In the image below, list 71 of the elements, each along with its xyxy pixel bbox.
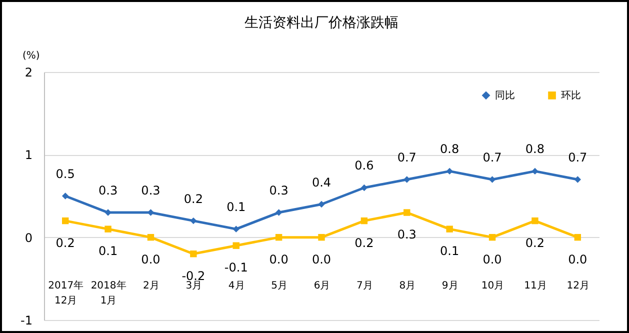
data-label: 0.7 (568, 150, 588, 164)
point (318, 200, 325, 208)
point (574, 234, 582, 241)
data-label: 0.2 (56, 236, 75, 250)
x-tick-label: 9月 (442, 280, 458, 292)
point (446, 168, 453, 175)
point (232, 226, 240, 232)
point (404, 176, 410, 183)
data-label: 0.3 (397, 228, 416, 242)
data-label: 0.0 (482, 252, 502, 266)
point (532, 168, 538, 175)
data-label: 0.7 (397, 150, 416, 164)
point (62, 192, 69, 200)
point (318, 234, 325, 241)
x-tick-label: 2月 (143, 280, 160, 292)
legend-label: 同比 (495, 89, 515, 102)
point (488, 176, 496, 183)
point (360, 184, 368, 192)
point (104, 209, 112, 216)
point (190, 250, 197, 258)
data-label: 0.0 (269, 252, 288, 266)
point (62, 217, 69, 224)
data-label: 0.2 (184, 192, 203, 206)
data-label: 0.3 (269, 184, 288, 198)
point (275, 234, 282, 241)
point (360, 217, 368, 224)
data-label: 0.4 (312, 175, 332, 190)
y-tick-label: -1 (20, 314, 32, 328)
data-label: 0.2 (525, 236, 545, 250)
point (232, 242, 240, 249)
point (275, 209, 282, 216)
data-label: 0.8 (525, 142, 545, 156)
x-tick-label: 2017年 12月 (48, 280, 84, 306)
x-tick-label: 11月 (524, 280, 547, 292)
data-label: -0.1 (224, 260, 248, 275)
legend-label: 环比 (561, 89, 581, 102)
point (190, 217, 197, 224)
data-label: 0.5 (56, 167, 75, 181)
data-label: 0.0 (568, 252, 588, 266)
data-label: 0.6 (354, 158, 374, 173)
x-tick-label: 6月 (314, 280, 330, 292)
x-tick-label: 10月 (481, 280, 504, 292)
chart-title: 生活资料出厂价格涨跌幅 (244, 15, 398, 31)
point (488, 234, 496, 241)
data-label: 0.3 (141, 184, 160, 198)
point (446, 226, 453, 232)
data-label: 0.3 (98, 184, 118, 198)
data-label: 0.2 (354, 236, 374, 250)
x-tick-label: 8月 (399, 280, 416, 292)
x-tick-label: 2018年 1月 (90, 280, 126, 306)
data-label: 0.1 (440, 244, 460, 258)
point (532, 217, 538, 224)
data-label: 0.7 (482, 150, 502, 164)
point (147, 234, 154, 241)
y-tick-label: 1 (24, 148, 32, 162)
data-label: 0.1 (98, 244, 118, 258)
y-axis-title: (%) (22, 50, 40, 62)
x-tick-label: 4月 (228, 280, 245, 292)
point (574, 176, 582, 183)
data-label: 0.8 (440, 142, 460, 156)
data-label: 0.0 (312, 252, 332, 266)
x-tick-label: 5月 (271, 280, 288, 292)
y-tick-label: 2 (24, 66, 32, 80)
data-label: 0.0 (141, 252, 160, 266)
x-tick-label: 7月 (356, 280, 373, 292)
data-label: 0.1 (226, 200, 246, 214)
y-tick-label: 0 (24, 230, 32, 245)
x-tick-label: 3月 (186, 280, 202, 292)
point (104, 226, 112, 232)
point (404, 209, 410, 216)
x-tick-label: 12月 (566, 280, 590, 292)
